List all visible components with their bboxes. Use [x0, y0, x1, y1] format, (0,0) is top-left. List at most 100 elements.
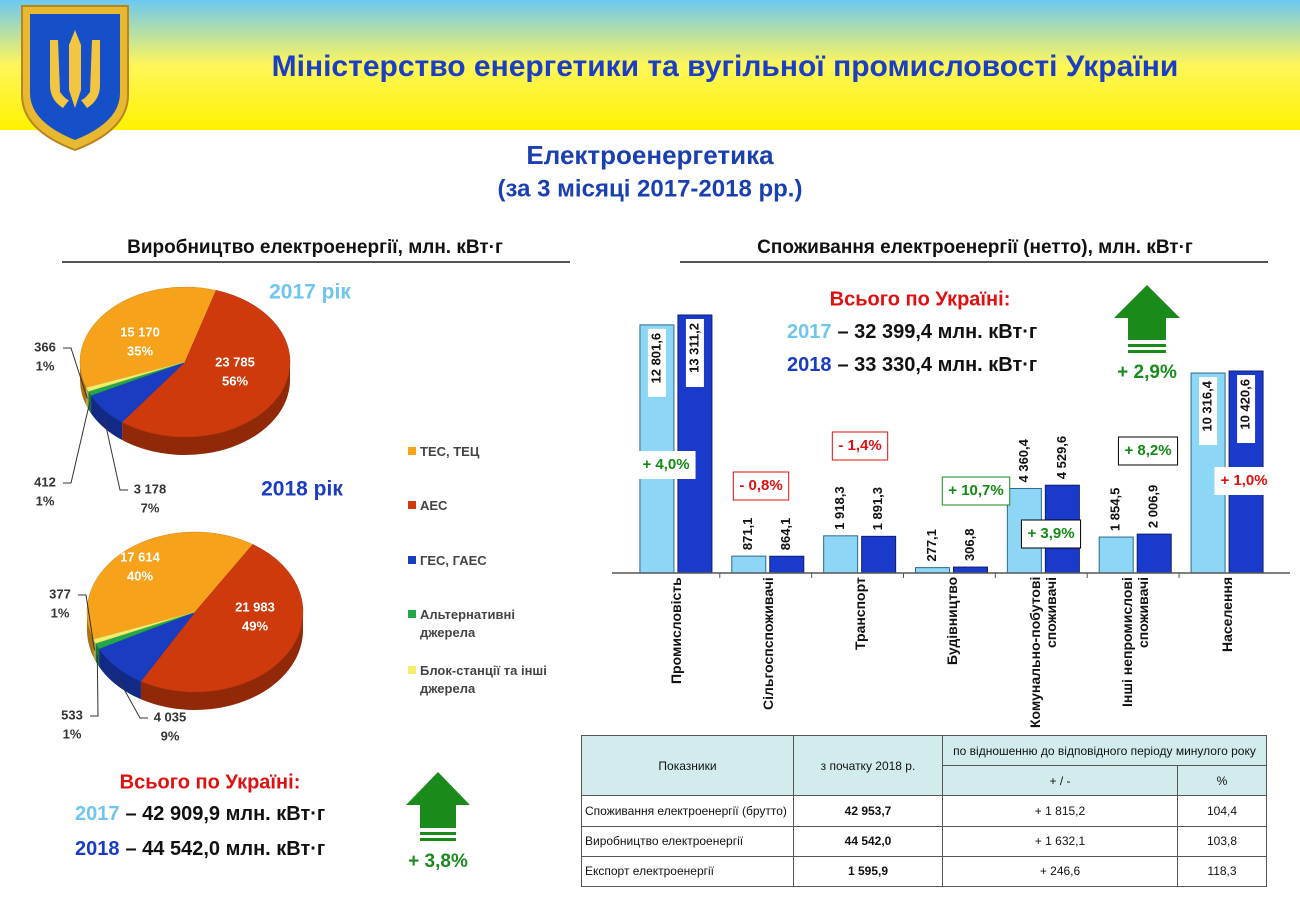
cell: + 1 815,2: [942, 795, 1178, 827]
legend-swatch: [408, 556, 416, 564]
bar: [915, 567, 950, 574]
pie-slice: [121, 290, 291, 438]
bar-value-label: 4 360,4: [1016, 438, 1031, 482]
legend-label: АЕС: [420, 498, 448, 513]
pie-value-label: 533: [61, 707, 83, 722]
bar: [769, 555, 805, 574]
cell: Споживання електроенергії (брутто): [581, 795, 794, 827]
pie-percent-label: 1%: [36, 358, 55, 373]
legend-item: ТЕС, ТЕЦ: [408, 443, 568, 461]
change-label: + 10,7%: [948, 482, 1003, 499]
pie-slice-side: [91, 395, 123, 441]
bar-value-label: 10 316,4: [1200, 380, 1215, 431]
change-box: [1117, 436, 1179, 466]
bar: [731, 555, 767, 574]
x-tick-label: Інші непромислові споживачі: [1119, 577, 1152, 707]
total: – 32 399,4 млн. кВт·г: [838, 321, 1038, 343]
bar-value-label: 1 854,5: [1108, 488, 1123, 531]
x-tick-label: Будівництво: [943, 577, 960, 666]
pie-slice-side: [140, 612, 303, 711]
x-tick-label: Транспорт: [851, 577, 868, 650]
header-cell: + / -: [942, 765, 1178, 797]
change-box: [636, 451, 696, 479]
pie-percent-label: 40%: [127, 568, 153, 583]
cell: + 1 632,1: [942, 825, 1178, 857]
legend-item: АЕС: [408, 497, 568, 515]
pie-slice-side: [80, 362, 87, 406]
header-cell: по відношенню до відповідного періоду ми…: [942, 734, 1267, 767]
bar-value-label: 13 311,2: [686, 323, 701, 373]
x-tick-label: Комунально-побутові споживачі: [1027, 577, 1060, 729]
bar-value-label: 12 801,6: [648, 333, 663, 384]
change-label: + 8,2%: [1124, 442, 1171, 459]
pie-slice: [86, 531, 254, 640]
change-box: [1214, 467, 1274, 495]
table-header: Показники з початку 2018 р. по відношенн…: [581, 734, 1267, 797]
label-bg: [685, 319, 704, 387]
cell: + 246,6: [942, 855, 1178, 888]
bar-value-label: 4 529,6: [1054, 436, 1069, 479]
arrow-up: [1114, 285, 1180, 353]
pie-slice-side: [95, 643, 100, 667]
arrow-up: [406, 772, 470, 841]
bar-value-label: 277,1: [924, 529, 939, 562]
label-bg: [1199, 377, 1218, 446]
bar: [823, 535, 859, 574]
leader-line: [116, 675, 148, 719]
change-label: + 3,9%: [1027, 525, 1074, 542]
pie-percent-label: 1%: [63, 726, 82, 741]
emblem: [21, 5, 129, 152]
legend-label: Блок-станції та інші джерела: [420, 663, 547, 696]
x-tick-label: Сільгоспспоживачі: [759, 577, 776, 710]
section-heading: Виробництво електроенергії, млн. кВт·г: [127, 237, 503, 258]
bar-value-label: 1 891,3: [870, 487, 885, 530]
subtitle: Електроенергетика: [526, 140, 774, 170]
bar: [1098, 536, 1134, 574]
totals-line: 2017 – 42 909,9 млн. кВт·г: [75, 803, 325, 825]
legend-swatch: [408, 447, 416, 455]
leader-line: [103, 418, 128, 491]
pie-value-label: 412: [34, 474, 56, 489]
pie-value-label: 3 178: [134, 481, 167, 496]
pie-value-label: 366: [34, 339, 56, 354]
total: – 44 542,0 млн. кВт·г: [126, 838, 326, 860]
legend-item: Альтернативні джерела: [408, 606, 568, 642]
bar-value-label: 306,8: [962, 529, 977, 562]
legend-item: Блок-станції та інші джерела: [408, 662, 568, 698]
year: 2018: [75, 838, 120, 860]
year: 2017: [787, 321, 832, 343]
cell: 118,3: [1177, 855, 1267, 888]
leader-line: [63, 402, 91, 484]
cell: 1 595,9: [793, 855, 943, 888]
change-label: + 1,0%: [1220, 472, 1267, 489]
pie-title: 2018 рік: [261, 478, 343, 501]
pie-slice: [85, 361, 186, 392]
bar: [953, 566, 988, 574]
pie-value-label: 23 785: [215, 354, 255, 369]
change-box: [1020, 519, 1082, 549]
year: 2017: [75, 803, 120, 825]
totals-title: Всього по Україні:: [120, 771, 301, 793]
legend-swatch: [408, 666, 416, 674]
legend-item: ГЕС, ГАЕС: [408, 552, 568, 570]
x-tick-label: Промисловість: [667, 577, 684, 684]
bar-value-label: 864,1: [778, 518, 793, 551]
header-title: Міністерство енергетики та вугільної про…: [272, 50, 1179, 83]
pie-slice: [93, 611, 196, 644]
change-box: [941, 476, 1011, 506]
pie-percent-label: 49%: [242, 618, 268, 633]
legend-swatch: [408, 610, 416, 618]
legend-swatch: [408, 501, 416, 509]
cell: 42 953,7: [793, 795, 943, 827]
bar-value-label: 2 006,9: [1146, 485, 1161, 528]
leader-line: [90, 655, 99, 717]
label-bg: [647, 328, 666, 397]
pie-percent-label: 35%: [127, 343, 153, 358]
change-label: + 4,0%: [642, 456, 689, 473]
pie-percent-label: 56%: [222, 373, 248, 388]
leader-line: [63, 347, 88, 399]
legend-label: ГЕС, ГАЕС: [420, 553, 487, 568]
totals-line: 2018 – 33 330,4 млн. кВт·г: [787, 354, 1037, 376]
pie-slice-side: [122, 362, 290, 456]
